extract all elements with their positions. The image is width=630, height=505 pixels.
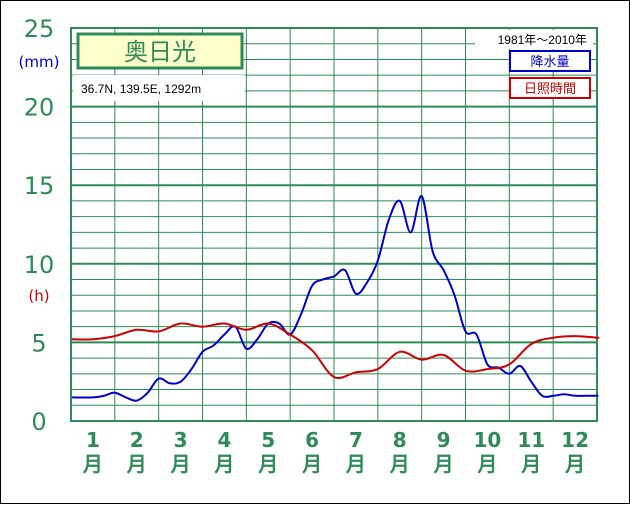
y-tick-label: 10 <box>24 251 55 279</box>
x-tick-month-suffix: 月 <box>564 452 585 476</box>
sunshine-line <box>71 322 600 380</box>
chart-title: 奥日光 <box>124 38 196 66</box>
plot-border <box>70 27 598 422</box>
title-box <box>76 32 244 70</box>
x-tick-month-suffix: 月 <box>126 452 147 476</box>
x-tick-number: 4 <box>217 428 231 452</box>
x-tick-month-suffix: 月 <box>82 452 103 476</box>
x-tick-month-suffix: 月 <box>257 452 278 476</box>
y-tick-label: 0 <box>31 408 46 436</box>
period-label: 1981年〜2010年 <box>498 33 587 47</box>
x-tick-month-suffix: 月 <box>345 452 366 476</box>
x-tick-number: 6 <box>305 428 319 452</box>
x-tick-number: 5 <box>261 428 275 452</box>
x-tick-number: 3 <box>174 428 188 452</box>
x-tick-month-suffix: 月 <box>476 452 497 476</box>
x-tick-number: 10 <box>473 428 501 452</box>
y-tick-label: 20 <box>24 94 55 122</box>
y-tick-label: 15 <box>24 172 55 200</box>
y-tick-label: 25 <box>24 15 55 43</box>
period-bg <box>475 30 593 49</box>
x-tick-number: 9 <box>437 428 451 452</box>
location-info: 36.7N, 139.5E, 1292m <box>81 82 201 96</box>
x-tick-month-suffix: 月 <box>213 452 234 476</box>
x-tick-number: 2 <box>130 428 144 452</box>
precip-unit-label: (mm) <box>19 53 60 71</box>
x-tick-month-suffix: 月 <box>520 452 541 476</box>
x-tick-number: 1 <box>86 428 100 452</box>
legend-sunshine-box <box>509 77 591 99</box>
x-tick-month-suffix: 月 <box>301 452 322 476</box>
x-tick-month-suffix: 月 <box>389 452 410 476</box>
x-tick-month-suffix: 月 <box>433 452 454 476</box>
x-tick-number: 11 <box>517 428 545 452</box>
location-info-box <box>73 75 245 101</box>
y-tick-label: 5 <box>31 329 46 357</box>
x-tick-number: 8 <box>393 428 407 452</box>
precip-line <box>71 195 599 402</box>
x-tick-number: 12 <box>561 428 589 452</box>
x-tick-number: 7 <box>349 428 363 452</box>
sunshine-unit-label: (h) <box>28 287 49 305</box>
legend-precip-box <box>509 50 591 72</box>
x-tick-month-suffix: 月 <box>170 452 191 476</box>
legend-precip-label: 降水量 <box>530 55 569 70</box>
legend-sunshine-label: 日照時間 <box>524 82 576 97</box>
